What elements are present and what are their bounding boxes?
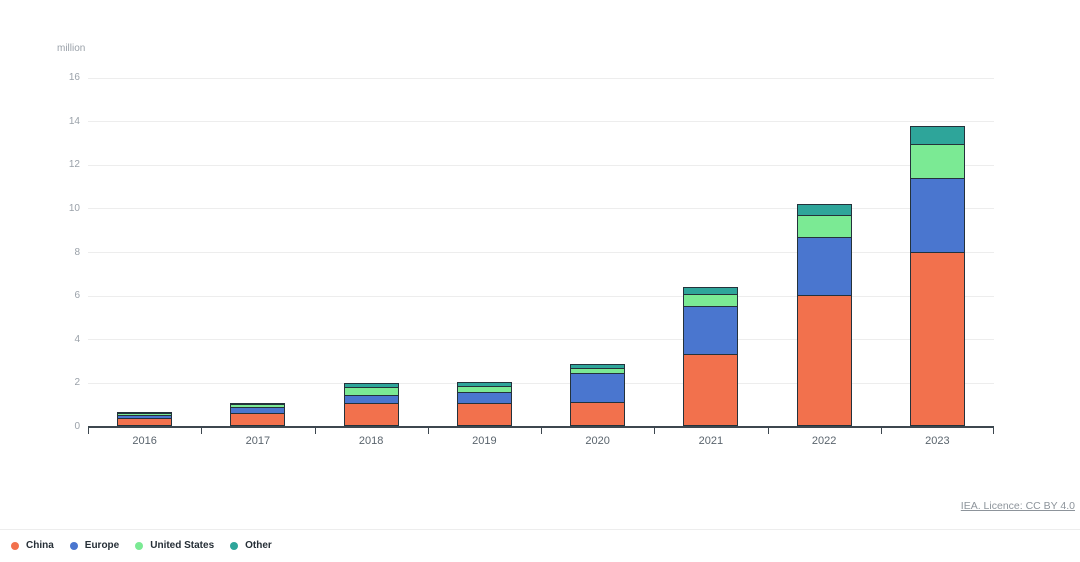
x-tick-label-2020: 2020 <box>585 435 610 447</box>
gridline-10 <box>88 208 994 210</box>
bar-group-2019 <box>456 382 512 426</box>
bar-segment-china-2021[interactable] <box>683 354 739 426</box>
bar-group-2023 <box>909 125 965 426</box>
x-tick-label-2019: 2019 <box>472 435 497 447</box>
legend-label: Other <box>245 540 272 551</box>
bar-segment-other-2023[interactable] <box>909 125 965 146</box>
bar-segment-china-2018[interactable] <box>343 403 399 426</box>
x-axis-tick <box>201 428 203 434</box>
y-tick-label: 16 <box>68 72 80 83</box>
y-tick-label: 8 <box>74 246 80 258</box>
bar-segment-china-2022[interactable] <box>796 295 852 426</box>
legend-label: China <box>26 540 54 551</box>
y-axis-unit-label: million <box>57 43 86 54</box>
y-tick-label: 0 <box>74 421 80 432</box>
legend-label: Europe <box>84 540 120 551</box>
x-tick-label-2017: 2017 <box>245 435 271 447</box>
bar-segment-united-states-2023[interactable] <box>909 144 965 180</box>
bar-segment-china-2019[interactable] <box>456 403 512 426</box>
x-axis-tick <box>767 428 769 434</box>
x-tick-label-2021: 2021 <box>698 435 724 447</box>
y-tick-label: 6 <box>74 290 80 302</box>
gridline-2 <box>88 382 994 384</box>
gridline-14 <box>88 121 994 123</box>
gridline-8 <box>88 252 994 253</box>
y-tick-label: 2 <box>74 377 80 389</box>
gridline-4 <box>88 339 994 341</box>
bar-segment-china-2017[interactable] <box>230 412 286 426</box>
plot-area: 0 2 4 6 8 10 12 14 16 2016 2017 2018 2019 2020 2021 202… <box>69 73 994 447</box>
bar-segment-europe-2021[interactable] <box>683 305 739 355</box>
bar-group-2016 <box>117 411 173 426</box>
gridline-16 <box>88 77 994 79</box>
bar-group-2017 <box>230 402 286 426</box>
y-tick-label: 12 <box>68 159 80 171</box>
x-axis-tick <box>654 428 656 434</box>
bar-segment-china-2023[interactable] <box>909 251 965 426</box>
x-tick-label-2022: 2022 <box>811 435 837 447</box>
legend-item-other[interactable]: Other <box>230 540 272 551</box>
bar-group-2021 <box>683 287 739 426</box>
legend-item-china[interactable]: China <box>11 540 54 551</box>
x-axis-tick <box>541 428 542 434</box>
x-axis-tick <box>880 428 882 434</box>
y-tick-label: 10 <box>68 202 80 214</box>
legend: China Europe United States Other <box>11 540 272 551</box>
x-axis-tick <box>314 428 316 434</box>
bar-segment-united-states-2022[interactable] <box>796 215 852 239</box>
bar-segment-china-2020[interactable] <box>570 402 626 426</box>
bar-segment-europe-2023[interactable] <box>909 178 965 253</box>
legend-dot-united-states <box>135 541 144 550</box>
y-tick-label: 14 <box>68 115 80 127</box>
x-axis-tick <box>88 428 89 434</box>
x-tick-label-2018: 2018 <box>358 435 384 447</box>
bar-segment-europe-2020[interactable] <box>570 372 626 403</box>
x-axis-tick <box>427 428 429 434</box>
legend-label: United States <box>150 540 215 551</box>
x-axis-line <box>88 426 994 428</box>
legend-item-united-states[interactable]: United States <box>135 540 214 551</box>
bar-segment-europe-2022[interactable] <box>796 237 852 297</box>
legend-dot-china <box>11 541 19 550</box>
bar-group-2018 <box>343 383 399 426</box>
bar-group-2020 <box>570 363 626 426</box>
gridline-12 <box>88 164 994 166</box>
gridline-6 <box>88 295 994 297</box>
x-tick-label-2016: 2016 <box>132 435 157 447</box>
licence-link[interactable]: IEA. Licence: CC BY 4.0 <box>960 500 1075 512</box>
footer-divider <box>0 529 1080 530</box>
legend-dot-europe <box>69 541 78 550</box>
bar-group-2022 <box>796 204 852 426</box>
x-axis-tick <box>993 428 994 434</box>
y-tick-label: 4 <box>74 333 80 345</box>
bar-segment-china-2016[interactable] <box>117 418 173 426</box>
legend-item-europe[interactable]: Europe <box>69 540 120 551</box>
footer: IEA. Licence: CC BY 4.0 <box>961 500 1075 512</box>
legend-dot-other <box>230 541 239 550</box>
x-tick-label-2023: 2023 <box>925 435 950 447</box>
